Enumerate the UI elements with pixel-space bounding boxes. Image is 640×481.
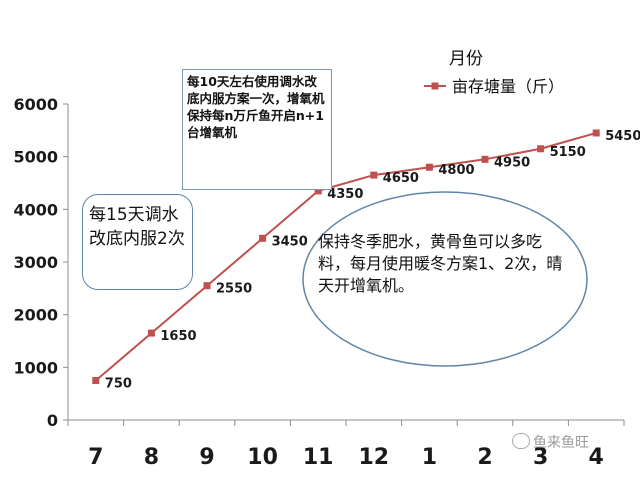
data-point <box>314 187 322 195</box>
y-tick-label: 0 <box>47 411 58 430</box>
data-point <box>370 171 378 179</box>
annotation-ellipse-text: 保持冬季肥水，黄骨鱼可以多吃料，每月使用暖冬方案1、2次，晴天开增氧机。 <box>318 232 563 295</box>
x-tick-label: 7 <box>88 445 103 470</box>
data-label: 4800 <box>438 163 474 178</box>
legend-marker-swatch <box>431 82 439 90</box>
y-tick-label: 3000 <box>13 253 58 272</box>
x-tick-label: 4 <box>589 445 604 470</box>
data-label: 4350 <box>327 187 363 202</box>
legend: 月份 亩存塘量（斤） <box>424 49 564 96</box>
data-point <box>203 282 211 290</box>
annotation-top-box: 每10天左右使用调水改底内服方案一次，增氧机保持每n万斤鱼开启n+1台增氧机 <box>182 69 332 190</box>
data-point <box>592 129 600 137</box>
data-label: 3450 <box>272 234 308 249</box>
y-tick-label: 5000 <box>13 148 58 167</box>
series-layer: 750 1650 2550 3450 4350 4650 4800 4950 5150 5450 <box>92 129 640 392</box>
data-point <box>92 377 100 384</box>
x-axis: 7 8 9 10 11 12 1 2 3 4 <box>67 419 625 470</box>
data-label: 4950 <box>494 155 530 170</box>
x-tick-label: 2 <box>477 445 492 470</box>
legend-series-label: 亩存塘量（斤） <box>452 77 564 96</box>
legend-title: 月份 <box>449 49 483 69</box>
data-label: 5150 <box>550 145 586 160</box>
x-tick-label: 9 <box>199 445 214 470</box>
data-label: 1650 <box>160 329 196 344</box>
x-tick-label: 3 <box>533 445 548 470</box>
data-point <box>147 329 155 337</box>
y-tick-label: 2000 <box>13 306 58 325</box>
data-label: 4650 <box>383 171 419 186</box>
x-tick-label: 8 <box>144 445 159 470</box>
y-axis: 0 1000 2000 3000 4000 5000 6000 <box>13 95 69 430</box>
series-line <box>95 132 597 382</box>
x-tick-label: 12 <box>358 445 389 470</box>
y-tick-label: 6000 <box>13 95 58 114</box>
data-point <box>259 234 267 242</box>
watermark-text: 鱼来鱼旺 <box>533 435 589 451</box>
annotation-left-box: 每15天调水改底内服2次 <box>82 194 193 290</box>
data-label: 750 <box>105 377 132 392</box>
data-label: 2550 <box>216 282 252 297</box>
x-tick-label: 11 <box>303 445 334 470</box>
x-tick-label: 10 <box>247 445 278 470</box>
watermark: 鱼来鱼旺 <box>512 432 589 452</box>
x-tick-label: 1 <box>422 445 437 470</box>
y-tick-label: 1000 <box>13 358 58 377</box>
data-point <box>537 145 545 153</box>
wechat-icon <box>512 433 530 449</box>
data-point <box>425 163 433 171</box>
data-point <box>481 155 489 163</box>
y-tick-label: 4000 <box>13 200 58 219</box>
annotation-ellipse <box>302 191 588 367</box>
data-label: 5450 <box>605 129 640 144</box>
